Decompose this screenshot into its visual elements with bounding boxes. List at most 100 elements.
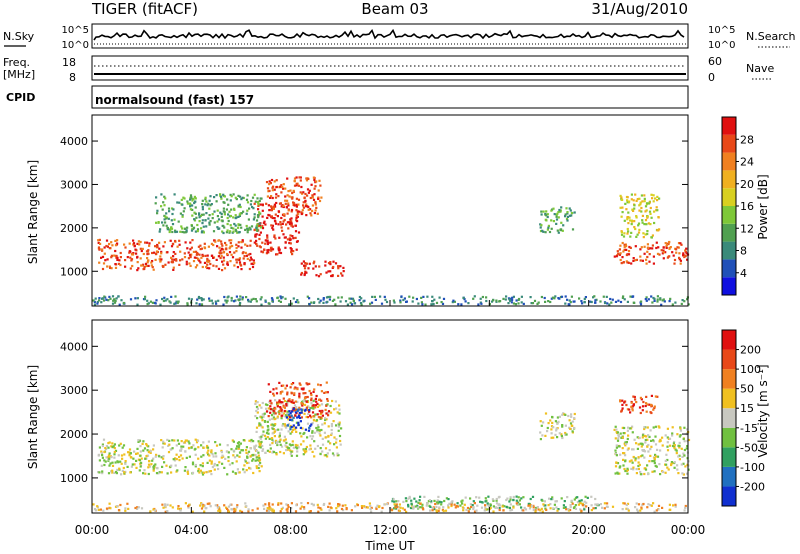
echo-cell [200, 303, 204, 306]
echo-cell [237, 298, 240, 301]
echo-cell [302, 392, 305, 395]
echo-cell [630, 262, 633, 265]
echo-cell [306, 395, 309, 399]
echo-cell [431, 507, 434, 510]
colorbar-tick-label: 15 [740, 402, 754, 415]
echo-cell [658, 426, 661, 429]
echo-cell [640, 445, 643, 448]
echo-cell [268, 505, 271, 508]
echo-cell [680, 243, 683, 246]
echo-cell [531, 504, 534, 508]
echo-cell [623, 232, 626, 235]
echo-cell [266, 436, 269, 439]
echo-cell [583, 500, 586, 503]
echo-cell [570, 295, 573, 298]
echo-cell [159, 303, 162, 306]
echo-cell [655, 509, 658, 512]
echo-cell [113, 450, 116, 454]
echo-cell [320, 428, 323, 432]
echo-cell [262, 430, 265, 433]
echo-cell [272, 440, 275, 443]
echo-cell [287, 190, 290, 193]
echo-cell [659, 297, 662, 300]
echo-cell [289, 428, 292, 431]
echo-cell [139, 445, 142, 448]
echo-cell [216, 220, 219, 223]
echo-cell [652, 200, 655, 203]
echo-cell [258, 404, 261, 407]
echo-cell [187, 505, 190, 508]
x-tick-label: 08:00 [273, 523, 308, 537]
echo-cell [312, 407, 315, 410]
echo-cell [260, 296, 263, 299]
echo-cell [624, 454, 627, 457]
echo-cell [671, 426, 674, 429]
echo-cell [283, 218, 286, 222]
echo-cell [227, 509, 230, 512]
echo-cell [205, 225, 208, 228]
echo-cell [151, 251, 154, 255]
echo-cell [258, 233, 261, 236]
echo-cell [198, 303, 201, 306]
echo-cell [288, 223, 292, 226]
echo-cell [650, 236, 653, 239]
echo-cell [580, 300, 583, 303]
echo-cell [161, 221, 164, 224]
echo-cell [559, 229, 562, 232]
y-tick-label: 1000 [60, 265, 88, 278]
echo-cell [653, 510, 656, 513]
echo-cell [545, 210, 548, 213]
echo-cell [560, 206, 563, 209]
echo-cell [443, 499, 446, 503]
echo-cell [641, 221, 644, 224]
echo-cell [281, 411, 284, 414]
echo-cell [629, 235, 632, 238]
echo-cell [398, 506, 401, 509]
echo-cell [627, 447, 630, 450]
echo-cell [495, 497, 498, 501]
echo-cell [269, 182, 272, 185]
echo-cell [630, 401, 633, 404]
echo-cell [284, 246, 287, 249]
echo-cell [565, 433, 568, 436]
echo-cell [193, 256, 196, 259]
echo-cell [414, 505, 417, 508]
echo-cell [321, 423, 324, 426]
echo-cell [620, 262, 623, 265]
echo-cell [654, 197, 657, 200]
echo-cell [307, 405, 310, 408]
echo-cell [640, 398, 643, 401]
echo-cell [349, 301, 352, 304]
echo-cell [558, 432, 561, 435]
echo-cell [245, 451, 248, 454]
echo-cell [492, 505, 495, 508]
echo-cell [306, 205, 309, 208]
echo-cell [128, 451, 131, 454]
echo-cell [108, 265, 111, 268]
echo-cell [270, 402, 273, 405]
cpid-text: normalsound (fast) 157 [95, 93, 254, 107]
echo-cell [160, 193, 163, 196]
echo-cell [229, 245, 232, 248]
echo-cell [626, 216, 629, 219]
echo-cell [246, 257, 249, 260]
echo-cell [183, 441, 186, 444]
echo-cell [419, 495, 422, 498]
echo-cell [126, 256, 129, 259]
echo-cell [255, 426, 259, 429]
echo-cell [117, 454, 120, 457]
echo-cell [624, 441, 627, 444]
echo-cell [222, 207, 225, 210]
echo-cell [165, 464, 168, 467]
echo-cell [213, 239, 216, 242]
echo-cell [560, 433, 563, 436]
echo-cell [218, 227, 221, 230]
echo-cell [557, 420, 560, 423]
echo-cell [124, 265, 127, 268]
echo-cell [101, 454, 104, 457]
echo-cell [633, 301, 636, 304]
echo-cell [200, 502, 203, 505]
echo-cell [680, 447, 683, 450]
echo-cell [123, 243, 126, 246]
echo-cell [381, 506, 384, 510]
